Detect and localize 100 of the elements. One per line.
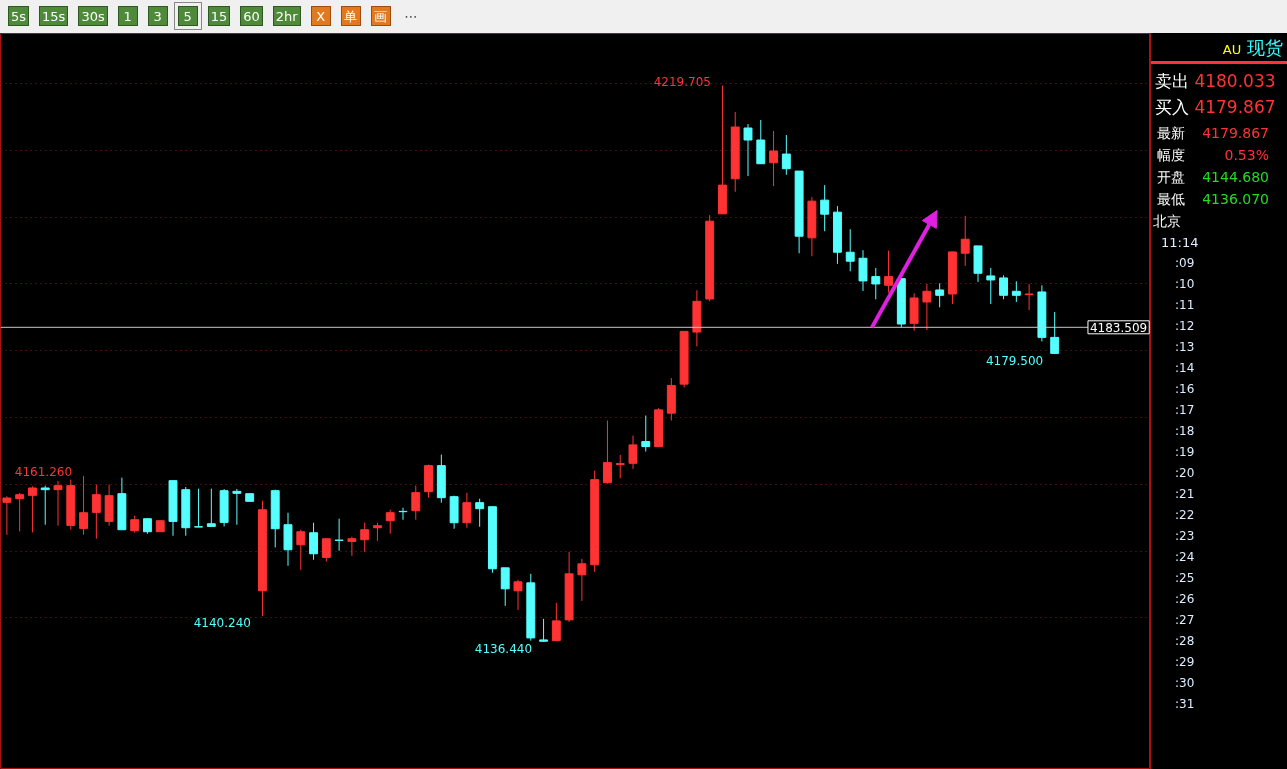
text: 15 (207, 6, 231, 26)
text: 4136.070 (1202, 190, 1269, 209)
candlestick (347, 536, 357, 557)
candlestick (40, 485, 50, 526)
candlestick (743, 123, 753, 177)
text: 4179.867 (1194, 97, 1276, 117)
text: :13 (1175, 339, 1195, 356)
text: 开盘 (1157, 169, 1185, 185)
text: :11 (1175, 297, 1195, 314)
text: ⋯ (403, 8, 419, 26)
candlestick (922, 283, 932, 331)
candlestick (999, 274, 1009, 300)
candlestick (539, 618, 549, 643)
text: 4180.033 (1194, 71, 1276, 91)
candlestick (935, 282, 945, 308)
candlestick (628, 435, 638, 470)
text: :22 (1175, 507, 1195, 524)
candlestick (232, 488, 242, 526)
text: :16 (1175, 381, 1195, 398)
candlestick (769, 130, 779, 187)
text: :20 (1175, 465, 1195, 482)
candlestick (858, 249, 868, 292)
candlestick (15, 492, 25, 532)
text: 15s (39, 6, 69, 26)
text: :12 (1175, 318, 1195, 335)
candlestick (372, 522, 382, 542)
candlestick (1024, 283, 1034, 311)
annotation: 4179.500 (985, 354, 1044, 369)
text: 最低 (1157, 191, 1185, 207)
text: :27 (1175, 612, 1195, 629)
candlestick (53, 480, 63, 527)
candlestick (960, 215, 970, 267)
candlestick (462, 492, 472, 529)
text: 5s (8, 6, 30, 26)
text: :30 (1175, 675, 1195, 692)
text: :31 (1175, 696, 1195, 713)
text: :09 (1175, 255, 1195, 272)
text: :18 (1175, 423, 1195, 440)
text: 北京 (1153, 212, 1181, 231)
text: 1 (117, 6, 138, 26)
candlestick (1050, 311, 1060, 355)
candlestick (91, 484, 101, 540)
annotation: 4136.440 (474, 641, 533, 656)
text: X (310, 6, 331, 26)
text: 画 (370, 6, 391, 26)
candlestick (1011, 280, 1021, 303)
candlestick (577, 558, 587, 602)
text: :17 (1175, 402, 1195, 419)
text: 11:14 (1161, 234, 1199, 252)
text: 单 (340, 6, 361, 26)
candlestick (513, 579, 523, 611)
text: :24 (1175, 549, 1195, 566)
candlestick (321, 538, 331, 562)
ref-line-label: 4183.509 (1089, 320, 1148, 335)
candlestick (615, 454, 625, 479)
annotation: 4219.705 (653, 74, 711, 89)
text: 幅度 (1157, 147, 1185, 163)
text: 0.53% (1224, 146, 1269, 165)
candlestick (781, 134, 791, 176)
text: 3 (147, 6, 168, 26)
text: :23 (1175, 528, 1195, 545)
text: 30s (78, 6, 108, 26)
text: :19 (1175, 444, 1195, 461)
text: 现货 (1247, 37, 1283, 58)
candlestick (551, 602, 561, 642)
candlestick (475, 498, 485, 528)
candlestick (385, 509, 395, 535)
candlestick (500, 567, 510, 607)
candlestick (845, 228, 855, 272)
candlestick (309, 522, 319, 561)
annotation: 4161.260 (14, 464, 73, 479)
text: :28 (1175, 633, 1195, 650)
text: :10 (1175, 276, 1195, 293)
text: :25 (1175, 570, 1195, 587)
candlestick (334, 518, 344, 552)
candlestick (986, 267, 996, 305)
text: 2hr (272, 6, 301, 26)
candlestick (296, 529, 306, 571)
candlestick (641, 415, 651, 453)
candlestick (884, 250, 894, 294)
text: 5 (177, 6, 198, 26)
candlestick (602, 420, 612, 485)
candlestick (756, 119, 766, 165)
candlestick (411, 485, 421, 521)
text: :21 (1175, 486, 1195, 503)
text: AU (1222, 42, 1242, 57)
candlestick (27, 485, 37, 533)
text: 买入 (1155, 97, 1189, 117)
text: 最新 (1157, 125, 1185, 141)
text: 4144.680 (1202, 168, 1269, 187)
text: :26 (1175, 591, 1195, 608)
candlestick (871, 267, 881, 300)
candlestick (194, 488, 204, 528)
text: :14 (1175, 360, 1195, 377)
text: 卖出 (1155, 71, 1189, 91)
candlestick (2, 495, 12, 536)
candlestick (79, 475, 89, 536)
text: :29 (1175, 654, 1195, 671)
text: 4179.867 (1202, 124, 1269, 143)
candlestick (360, 522, 370, 553)
